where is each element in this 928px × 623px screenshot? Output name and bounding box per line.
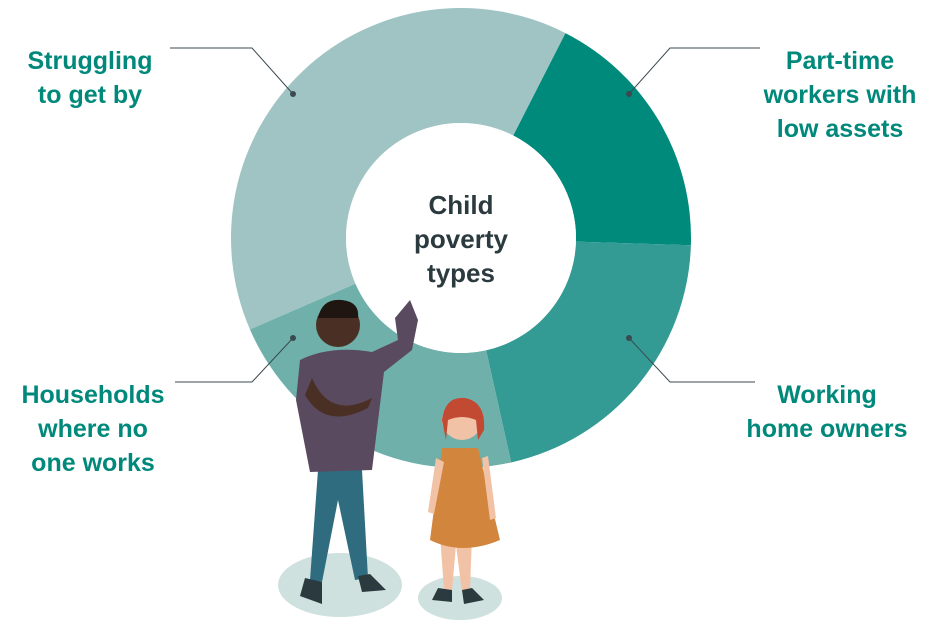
slice: [513, 33, 691, 246]
slice: [231, 8, 566, 330]
leader-dot: [626, 91, 632, 97]
leader-dot: [626, 335, 632, 341]
leader-line: [628, 337, 755, 383]
slice-label: Struggling to get by: [27, 47, 153, 109]
leader-line: [628, 47, 760, 95]
slice-label: Households where no one works: [21, 381, 165, 477]
leader-line: [175, 337, 294, 383]
donut-hole: [346, 123, 576, 353]
leader-line: [170, 47, 294, 95]
leader-dot: [290, 335, 296, 341]
leader-lines: [170, 47, 760, 383]
slice-label: Working home owners: [746, 381, 908, 443]
slice-label: Part-time workers with low assets: [763, 47, 917, 143]
slice: [486, 241, 691, 463]
leader-dot: [290, 91, 296, 97]
chart-title: Child poverty types: [414, 190, 508, 288]
illustration: [278, 299, 502, 620]
